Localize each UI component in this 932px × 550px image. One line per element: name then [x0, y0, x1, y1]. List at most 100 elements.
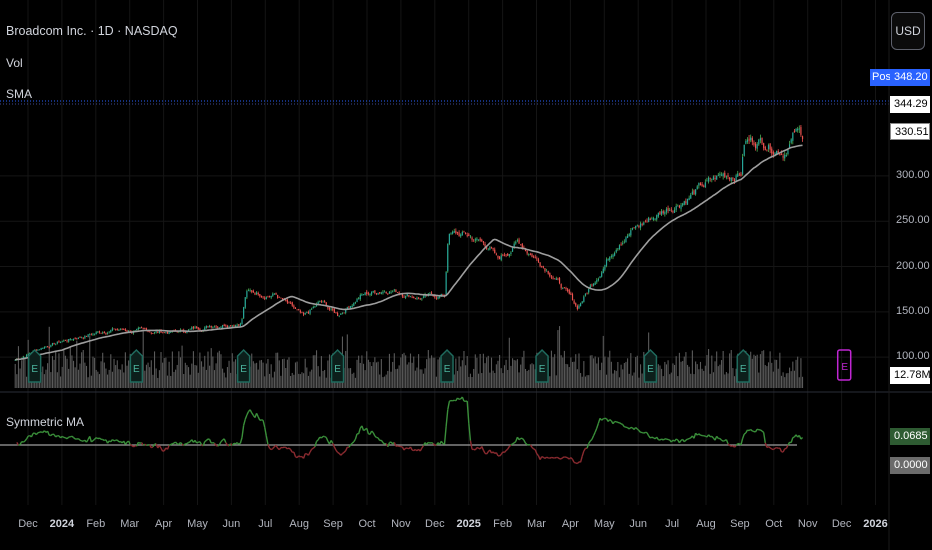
- volume-bar: [575, 354, 577, 388]
- candle-body: [521, 243, 523, 249]
- volume-bar: [264, 376, 266, 388]
- earnings-marker[interactable]: E: [27, 348, 42, 383]
- sym-ma-segment: [79, 439, 82, 442]
- candle-body: [748, 138, 750, 141]
- volume-bar: [42, 366, 44, 388]
- candle-body: [800, 127, 802, 135]
- candle-body: [662, 211, 664, 214]
- volume-bar: [124, 352, 126, 388]
- earnings-marker[interactable]: E: [535, 348, 549, 383]
- volume-bar: [571, 361, 574, 388]
- candle-body: [128, 330, 130, 333]
- candle-body: [149, 331, 151, 333]
- sym-ma-segment: [731, 445, 734, 447]
- candle-body: [90, 334, 92, 336]
- candle-body: [750, 137, 752, 141]
- earnings-marker[interactable]: E: [643, 348, 658, 383]
- sym-ma-segment: [533, 448, 536, 451]
- candle-body: [576, 306, 578, 309]
- volume-bar: [168, 361, 170, 388]
- volume-bar: [301, 372, 303, 388]
- candle-body: [327, 306, 329, 309]
- sym-ma-segment: [290, 449, 293, 453]
- symbol-title[interactable]: Broadcom Inc. · 1D · NASDAQ: [6, 24, 178, 38]
- candle-body: [568, 290, 570, 294]
- candle-body: [38, 349, 41, 351]
- candle-body: [226, 325, 229, 328]
- upcoming-earnings-marker[interactable]: E: [836, 349, 852, 381]
- candle-body: [324, 301, 326, 303]
- earnings-marker[interactable]: E: [129, 348, 144, 383]
- candle-body: [268, 296, 271, 297]
- sym-ma-segment: [18, 443, 21, 446]
- volume-bar: [570, 357, 572, 388]
- volume-bar: [418, 354, 420, 388]
- sym-ma-segment: [502, 451, 505, 454]
- volume-bar: [636, 355, 638, 388]
- sym-ma-segment: [140, 442, 144, 446]
- candle-body: [372, 290, 374, 292]
- volume-bar: [776, 359, 778, 388]
- sym-ma-segment: [445, 409, 449, 427]
- volume-bar: [657, 364, 659, 388]
- sym-ma-segment: [372, 432, 376, 437]
- sym-ma-segment: [513, 440, 517, 444]
- sym-ma-segment: [354, 433, 358, 440]
- sym-ma-segment: [73, 437, 76, 440]
- volume-bar: [118, 369, 120, 388]
- volume-bar: [708, 349, 710, 388]
- candle-body: [787, 150, 789, 154]
- sym-ma-segment: [622, 424, 625, 428]
- volume-bar: [311, 369, 313, 388]
- earnings-marker[interactable]: E: [236, 348, 251, 383]
- candle-body: [618, 245, 621, 250]
- sym-ma-segment: [525, 442, 528, 446]
- sym-ma-segment: [357, 427, 361, 435]
- candle-body: [419, 298, 421, 300]
- indicator-vol-label[interactable]: Vol: [6, 56, 23, 70]
- candle-body: [555, 278, 557, 280]
- volume-bar: [406, 364, 408, 388]
- earnings-marker[interactable]: E: [440, 348, 454, 383]
- volume-bar: [353, 372, 355, 388]
- volume-bar: [593, 358, 595, 388]
- sym-ma-segment: [661, 438, 664, 441]
- volume-bar: [14, 363, 16, 388]
- candle-body: [76, 338, 78, 340]
- sym-ma-segment: [594, 427, 598, 433]
- indicator-sma-label[interactable]: SMA: [6, 87, 33, 101]
- indicator-symmetric-ma-label[interactable]: Symmetric MA: [6, 415, 84, 429]
- earnings-marker[interactable]: E: [330, 348, 345, 383]
- volume-bar: [416, 367, 418, 388]
- candle-body: [390, 291, 392, 293]
- candle-body: [463, 231, 465, 233]
- volume-bar: [111, 371, 113, 388]
- sym-ma-segment: [473, 448, 476, 451]
- volume-bar: [550, 350, 552, 388]
- candle-body: [302, 313, 305, 315]
- time-tick-label: Jul: [258, 518, 273, 530]
- candle-body: [290, 302, 292, 304]
- candle-body: [612, 254, 614, 257]
- sym-ma-segment: [500, 451, 504, 455]
- sym-ma-segment: [719, 438, 723, 441]
- volume-bar: [487, 355, 489, 388]
- volume-bar: [490, 357, 493, 388]
- volume-bar: [384, 376, 386, 388]
- candle-body: [644, 221, 646, 223]
- sym-ma-segment: [233, 442, 236, 445]
- volume-bar: [163, 358, 165, 388]
- volume-bar: [22, 355, 24, 388]
- volume-bar: [641, 373, 643, 388]
- currency-button[interactable]: USD: [891, 12, 925, 50]
- candle-body: [698, 182, 700, 186]
- candle-body: [246, 291, 248, 298]
- candle-body: [113, 328, 115, 330]
- sym-ma-segment: [413, 448, 416, 452]
- volume-bar: [74, 367, 76, 388]
- volume-bar: [798, 377, 800, 388]
- volume-bar: [371, 366, 373, 388]
- earnings-marker[interactable]: E: [736, 348, 750, 383]
